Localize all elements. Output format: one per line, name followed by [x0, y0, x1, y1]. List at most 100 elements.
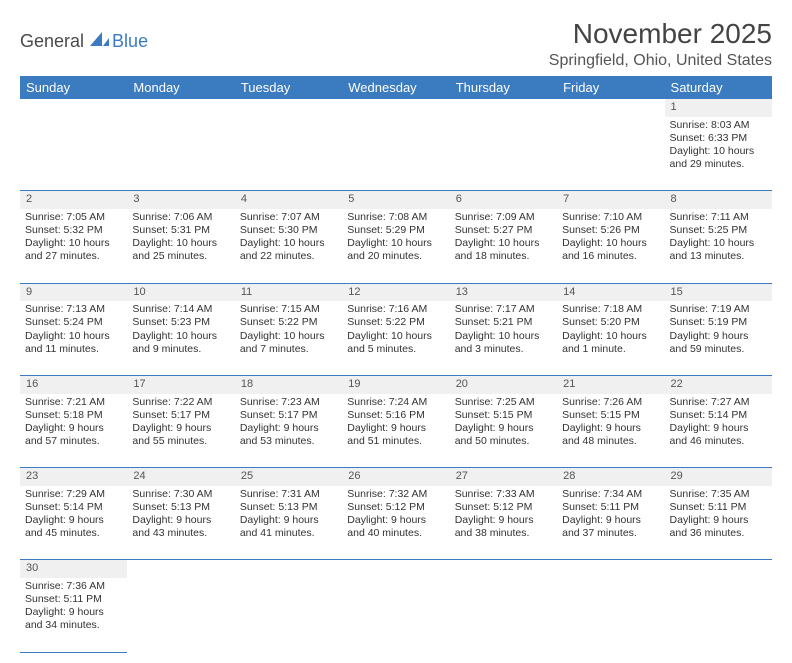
week-row: Sunrise: 7:13 AMSunset: 5:24 PMDaylight:… — [20, 301, 772, 375]
daynum-row: 30 — [20, 560, 772, 578]
day-number-cell — [665, 560, 772, 578]
sunset-text: Sunset: 5:30 PM — [240, 224, 337, 237]
week-row: Sunrise: 8:03 AMSunset: 6:33 PMDaylight:… — [20, 117, 772, 191]
day-cell — [450, 117, 557, 191]
sunrise-text: Sunrise: 7:33 AM — [455, 488, 552, 501]
calendar-page: General Blue November 2025 Springfield, … — [0, 0, 792, 663]
day-number-cell: 27 — [450, 468, 557, 486]
sunrise-text: Sunrise: 7:31 AM — [240, 488, 337, 501]
day-header-row: Sunday Monday Tuesday Wednesday Thursday… — [20, 76, 772, 99]
day-number: 2 — [26, 193, 32, 205]
day-number: 14 — [563, 286, 575, 298]
daylight-text: Daylight: 10 hours and 11 minutes. — [25, 330, 122, 356]
sunrise-text: Sunrise: 7:08 AM — [347, 211, 444, 224]
day-number-cell: 13 — [450, 283, 557, 301]
daylight-text: Daylight: 9 hours and 38 minutes. — [455, 514, 552, 540]
daylight-text: Daylight: 9 hours and 34 minutes. — [25, 606, 122, 632]
day-cell — [665, 578, 772, 652]
sunrise-text: Sunrise: 7:27 AM — [670, 396, 767, 409]
daylight-text: Daylight: 10 hours and 5 minutes. — [347, 330, 444, 356]
day-number-cell: 21 — [557, 375, 664, 393]
day-number: 9 — [26, 286, 32, 298]
daylight-text: Daylight: 10 hours and 20 minutes. — [347, 237, 444, 263]
sunrise-text: Sunrise: 7:11 AM — [670, 211, 767, 224]
day-number-cell: 10 — [127, 283, 234, 301]
page-header: General Blue November 2025 Springfield, … — [20, 18, 772, 70]
day-number: 26 — [348, 470, 360, 482]
day-number-cell: 3 — [127, 191, 234, 209]
sunset-text: Sunset: 5:26 PM — [562, 224, 659, 237]
daylight-text: Daylight: 10 hours and 7 minutes. — [240, 330, 337, 356]
day-number-cell: 25 — [235, 468, 342, 486]
daylight-text: Daylight: 9 hours and 43 minutes. — [132, 514, 229, 540]
sunset-text: Sunset: 5:15 PM — [562, 409, 659, 422]
brand-logo: General Blue — [20, 18, 148, 53]
sunset-text: Sunset: 5:12 PM — [455, 501, 552, 514]
day-cell — [235, 578, 342, 652]
daylight-text: Daylight: 9 hours and 37 minutes. — [562, 514, 659, 540]
day-number-cell — [235, 560, 342, 578]
sunset-text: Sunset: 5:19 PM — [670, 316, 767, 329]
day-number: 22 — [671, 378, 683, 390]
day-number-cell: 30 — [20, 560, 127, 578]
sunrise-text: Sunrise: 7:34 AM — [562, 488, 659, 501]
day-number-cell: 2 — [20, 191, 127, 209]
day-number: 1 — [671, 101, 677, 113]
day-number: 6 — [456, 193, 462, 205]
day-number-cell — [450, 99, 557, 117]
day-number: 21 — [563, 378, 575, 390]
day-number-cell: 24 — [127, 468, 234, 486]
sunset-text: Sunset: 5:31 PM — [132, 224, 229, 237]
title-block: November 2025 Springfield, Ohio, United … — [549, 18, 772, 70]
sunset-text: Sunset: 5:32 PM — [25, 224, 122, 237]
day-number: 27 — [456, 470, 468, 482]
day-cell: Sunrise: 7:09 AMSunset: 5:27 PMDaylight:… — [450, 209, 557, 283]
sunrise-text: Sunrise: 7:16 AM — [347, 303, 444, 316]
daylight-text: Daylight: 9 hours and 57 minutes. — [25, 422, 122, 448]
day-cell: Sunrise: 7:19 AMSunset: 5:19 PMDaylight:… — [665, 301, 772, 375]
day-cell: Sunrise: 7:17 AMSunset: 5:21 PMDaylight:… — [450, 301, 557, 375]
brand-text-1: General — [20, 31, 84, 52]
day-cell: Sunrise: 7:34 AMSunset: 5:11 PMDaylight:… — [557, 486, 664, 560]
daylight-text: Daylight: 9 hours and 48 minutes. — [562, 422, 659, 448]
sunrise-text: Sunrise: 7:32 AM — [347, 488, 444, 501]
sunrise-text: Sunrise: 7:30 AM — [132, 488, 229, 501]
day-number: 10 — [133, 286, 145, 298]
sunset-text: Sunset: 5:18 PM — [25, 409, 122, 422]
week-row: Sunrise: 7:29 AMSunset: 5:14 PMDaylight:… — [20, 486, 772, 560]
day-cell: Sunrise: 7:13 AMSunset: 5:24 PMDaylight:… — [20, 301, 127, 375]
week-row: Sunrise: 7:21 AMSunset: 5:18 PMDaylight:… — [20, 394, 772, 468]
daylight-text: Daylight: 9 hours and 55 minutes. — [132, 422, 229, 448]
day-number: 16 — [26, 378, 38, 390]
day-header: Tuesday — [235, 76, 342, 99]
day-number-cell — [557, 560, 664, 578]
day-header: Friday — [557, 76, 664, 99]
day-number-cell: 18 — [235, 375, 342, 393]
day-number: 4 — [241, 193, 247, 205]
day-number-cell: 23 — [20, 468, 127, 486]
sunrise-text: Sunrise: 7:26 AM — [562, 396, 659, 409]
sunrise-text: Sunrise: 7:35 AM — [670, 488, 767, 501]
day-cell: Sunrise: 7:26 AMSunset: 5:15 PMDaylight:… — [557, 394, 664, 468]
day-number-cell — [342, 560, 449, 578]
daylight-text: Daylight: 10 hours and 9 minutes. — [132, 330, 229, 356]
month-title: November 2025 — [549, 18, 772, 50]
day-number-cell: 14 — [557, 283, 664, 301]
sunset-text: Sunset: 5:21 PM — [455, 316, 552, 329]
day-number-cell: 6 — [450, 191, 557, 209]
day-cell: Sunrise: 7:31 AMSunset: 5:13 PMDaylight:… — [235, 486, 342, 560]
day-number-cell: 11 — [235, 283, 342, 301]
sunrise-text: Sunrise: 7:22 AM — [132, 396, 229, 409]
day-cell — [342, 578, 449, 652]
daynum-row: 9101112131415 — [20, 283, 772, 301]
day-number-cell — [20, 99, 127, 117]
day-number-cell: 22 — [665, 375, 772, 393]
day-header: Saturday — [665, 76, 772, 99]
sunrise-text: Sunrise: 7:19 AM — [670, 303, 767, 316]
daylight-text: Daylight: 9 hours and 46 minutes. — [670, 422, 767, 448]
sunset-text: Sunset: 5:17 PM — [132, 409, 229, 422]
sunrise-text: Sunrise: 7:09 AM — [455, 211, 552, 224]
daylight-text: Daylight: 9 hours and 51 minutes. — [347, 422, 444, 448]
day-number-cell: 20 — [450, 375, 557, 393]
location-text: Springfield, Ohio, United States — [549, 52, 772, 70]
